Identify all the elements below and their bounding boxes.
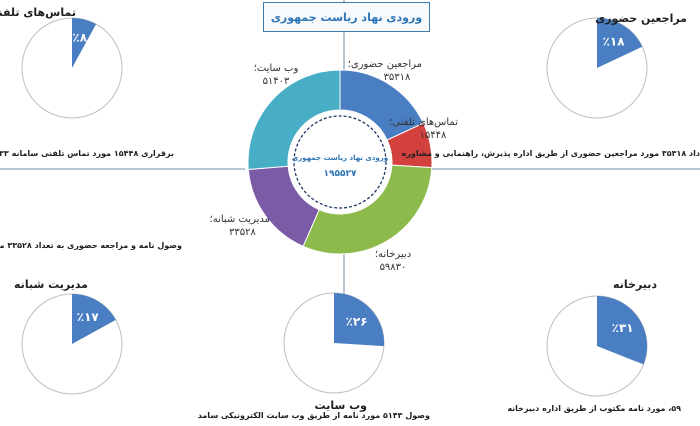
pie-percent-label: ٪۲۶ xyxy=(346,314,368,328)
slice-label-phone-value: ۱۵۴۴۸ xyxy=(419,130,447,141)
slice-label-phone-name: تماس‌های تلفنی؛ xyxy=(389,117,458,128)
pie-slice xyxy=(334,293,384,347)
caption-night: وصول نامه و مراجعه حضوری به تعداد ۳۳۵۲۸ … xyxy=(0,241,182,250)
pie-slice xyxy=(597,296,647,365)
page-title: ورودی نهاد ریاست جمهوری xyxy=(263,2,430,32)
caption-phone: برقراری ۱۵۴۴۸ مورد تماس تلفنی سامانه ۶۱۳… xyxy=(0,149,174,158)
pie-slice xyxy=(597,18,643,68)
slice-label-web: وب سایت؛ ۵۱۴۰۳ xyxy=(246,62,306,88)
pie-slice xyxy=(72,294,116,344)
slice-label-web-value: ۵۱۴۰۳ xyxy=(262,76,290,87)
slice-label-night-name: مدیریت شبانه؛ xyxy=(209,214,270,225)
donut-hole xyxy=(288,110,392,214)
heading-web: وب سایت xyxy=(314,399,367,412)
divider-right-horizontal xyxy=(430,168,700,170)
pie-chart-phone: ٪۸ xyxy=(21,17,123,119)
pie-percent-label: ٪۱۸ xyxy=(603,34,626,48)
divider-left-horizontal xyxy=(0,168,245,170)
donut-center-total: ۱۹۵۵۲۷ xyxy=(324,169,357,179)
slice-label-secretariat: دبیرخانه؛ ۵۹۸۳۰ xyxy=(368,248,418,274)
pie-chart-inperson: ٪۱۸ xyxy=(546,17,648,119)
pie-chart-web: ٪۲۶ xyxy=(283,292,385,394)
pie-chart-night: ٪۱۷ xyxy=(21,293,123,395)
donut-chart: ورودی نهاد ریاست جمهوری ۱۹۵۵۲۷ xyxy=(247,69,433,255)
slice-label-web-name: وب سایت؛ xyxy=(253,63,299,74)
pie-chart-secretariat: ٪۳۱ xyxy=(546,295,648,397)
caption-secretariat: ۵۹، مورد نامه مکتوب از طریق اداره دبیرخا… xyxy=(507,404,681,413)
heading-night: مدیریت شبانه xyxy=(14,278,88,291)
slice-label-phone: تماس‌های تلفنی؛ ۱۵۴۴۸ xyxy=(389,116,458,142)
heading-secretariat: دبیرخانه xyxy=(613,278,657,291)
slice-label-night: مدیریت شبانه؛ ۳۳۵۲۸ xyxy=(209,213,270,239)
pie-percent-label: ٪۱۷ xyxy=(77,310,100,324)
caption-inperson: داد ۳۵۳۱۸ مورد مراجعین حضوری از طریق ادا… xyxy=(401,149,700,158)
pie-percent-label: ٪۸ xyxy=(72,30,87,44)
heading-phone: تماس‌های تلفنی xyxy=(0,6,76,19)
pie-percent-label: ٪۳۱ xyxy=(612,321,634,335)
slice-label-inperson-name: مراجعین حضوری؛ xyxy=(347,59,422,70)
slice-label-secretariat-name: دبیرخانه؛ xyxy=(374,249,412,260)
slice-label-secretariat-value: ۵۹۸۳۰ xyxy=(379,262,407,273)
slice-label-inperson-value: ۳۵۳۱۸ xyxy=(383,72,411,83)
slice-label-night-value: ۳۳۵۲۸ xyxy=(229,227,256,238)
donut-center-title: ورودی نهاد ریاست جمهوری xyxy=(292,154,388,162)
heading-inperson: مراجعین حضوری xyxy=(595,12,687,25)
caption-web: وصول ۵۱۴۳ مورد نامه از طریق وب سایت الکت… xyxy=(197,411,430,420)
divider-bottom-vertical xyxy=(343,245,345,300)
divider-top-vertical xyxy=(343,0,345,100)
donut-center-ring xyxy=(293,115,387,209)
slice-label-inperson: مراجعین حضوری؛ ۳۵۳۱۸ xyxy=(347,58,422,84)
pie-slice xyxy=(72,18,97,68)
